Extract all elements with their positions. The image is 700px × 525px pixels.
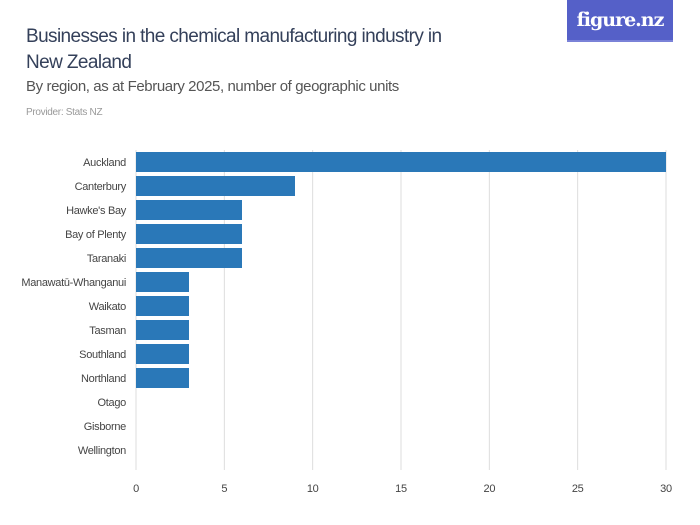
- category-label: Otago: [98, 397, 127, 409]
- category-label: Tasman: [89, 325, 126, 337]
- chart-title: Businesses in the chemical manufacturing…: [26, 26, 442, 73]
- category-label: Taranaki: [87, 253, 126, 265]
- category-label: Auckland: [83, 157, 126, 169]
- bar: [136, 176, 295, 196]
- category-label: Manawatū-Whanganui: [21, 277, 126, 289]
- bar: [136, 200, 242, 220]
- category-label: Wellington: [78, 445, 126, 457]
- category-label: Canterbury: [75, 181, 127, 193]
- category-label: Bay of Plenty: [65, 229, 127, 241]
- figure-nz-logo[interactable]: figure.nz: [567, 0, 673, 42]
- bar: [136, 368, 189, 388]
- chart-subtitle: By region, as at February 2025, number o…: [26, 78, 399, 95]
- x-tick-label: 30: [660, 483, 672, 495]
- category-label: Gisborne: [84, 421, 126, 433]
- category-label: Northland: [81, 373, 126, 385]
- x-tick-label: 10: [307, 483, 319, 495]
- x-tick-label: 15: [395, 483, 407, 495]
- provider-text: Provider: Stats NZ: [26, 107, 103, 118]
- x-tick-label: 25: [572, 483, 584, 495]
- x-tick-label: 5: [221, 483, 227, 495]
- bar: [136, 272, 189, 292]
- category-label: Hawke's Bay: [66, 205, 127, 217]
- bar: [136, 224, 242, 244]
- x-tick-label: 0: [133, 483, 139, 495]
- bar: [136, 320, 189, 340]
- category-label: Southland: [79, 349, 126, 361]
- bar: [136, 296, 189, 316]
- x-tick-label: 20: [484, 483, 496, 495]
- bar: [136, 344, 189, 364]
- category-label: Waikato: [89, 301, 126, 313]
- bar: [136, 248, 242, 268]
- bar: [136, 152, 666, 172]
